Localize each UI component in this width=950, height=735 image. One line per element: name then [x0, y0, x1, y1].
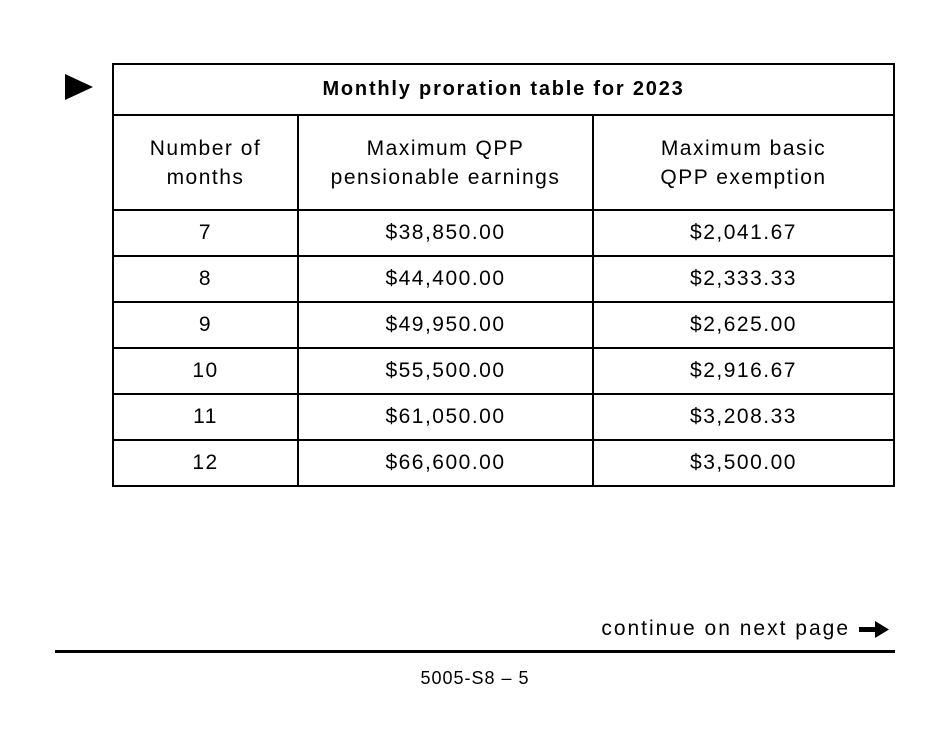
col-header-line: Maximum basic: [660, 136, 827, 160]
cell-months: 12: [112, 439, 299, 487]
col-header-line: months: [166, 165, 245, 189]
cell-pensionable-earnings: $38,850.00: [297, 209, 594, 257]
cell-months: 11: [112, 393, 299, 441]
col-header-max-basic-qpp-exemption: Maximum basic QPP exemption: [591, 114, 896, 211]
table-row: 10 $55,500.00 $2,916.67: [112, 347, 896, 395]
table-row: 9 $49,950.00 $2,625.00: [112, 301, 896, 349]
cell-pensionable-earnings: $66,600.00: [297, 439, 594, 487]
cell-pensionable-earnings: $61,050.00: [297, 393, 594, 441]
table-header-row: Number of months Maximum QPP pensionable…: [112, 114, 896, 211]
cell-basic-exemption: $2,916.67: [591, 347, 896, 395]
table-title-row: Monthly proration table for 2023: [111, 63, 896, 116]
col-header-max-qpp-pensionable-earnings: Maximum QPP pensionable earnings: [297, 114, 594, 211]
table-row: 12 $66,600.00 $3,500.00: [112, 439, 896, 487]
cell-basic-exemption: $2,041.67: [591, 209, 896, 257]
section-marker-triangle-icon: [65, 74, 93, 100]
cell-months: 8: [112, 255, 299, 303]
arrow-right-icon: [859, 620, 889, 638]
col-header-line: Maximum QPP: [366, 136, 525, 160]
cell-months: 7: [112, 209, 299, 257]
cell-basic-exemption: $2,333.33: [591, 255, 896, 303]
footer-divider: [55, 650, 895, 653]
continue-note: continue on next page: [601, 617, 890, 641]
table-row: 7 $38,850.00 $2,041.67: [112, 209, 896, 257]
col-header-number-of-months: Number of months: [112, 114, 299, 211]
cell-basic-exemption: $2,625.00: [591, 301, 896, 349]
col-header-line: Number of: [149, 136, 262, 160]
cell-pensionable-earnings: $44,400.00: [297, 255, 594, 303]
cell-pensionable-earnings: $49,950.00: [297, 301, 594, 349]
table-title: Monthly proration table for 2023: [111, 63, 896, 116]
page-number: 5005-S8 – 5: [420, 668, 530, 688]
cell-months: 9: [112, 301, 299, 349]
monthly-proration-table: Monthly proration table for 2023 Number …: [111, 63, 896, 487]
continue-text: continue on next page: [601, 617, 850, 640]
cell-pensionable-earnings: $55,500.00: [297, 347, 594, 395]
cell-months: 10: [112, 347, 299, 395]
col-header-line: QPP exemption: [660, 165, 827, 189]
cell-basic-exemption: $3,500.00: [591, 439, 896, 487]
cell-basic-exemption: $3,208.33: [591, 393, 896, 441]
table-row: 8 $44,400.00 $2,333.33: [112, 255, 896, 303]
table-row: 11 $61,050.00 $3,208.33: [112, 393, 896, 441]
col-header-line: pensionable earnings: [330, 165, 561, 189]
